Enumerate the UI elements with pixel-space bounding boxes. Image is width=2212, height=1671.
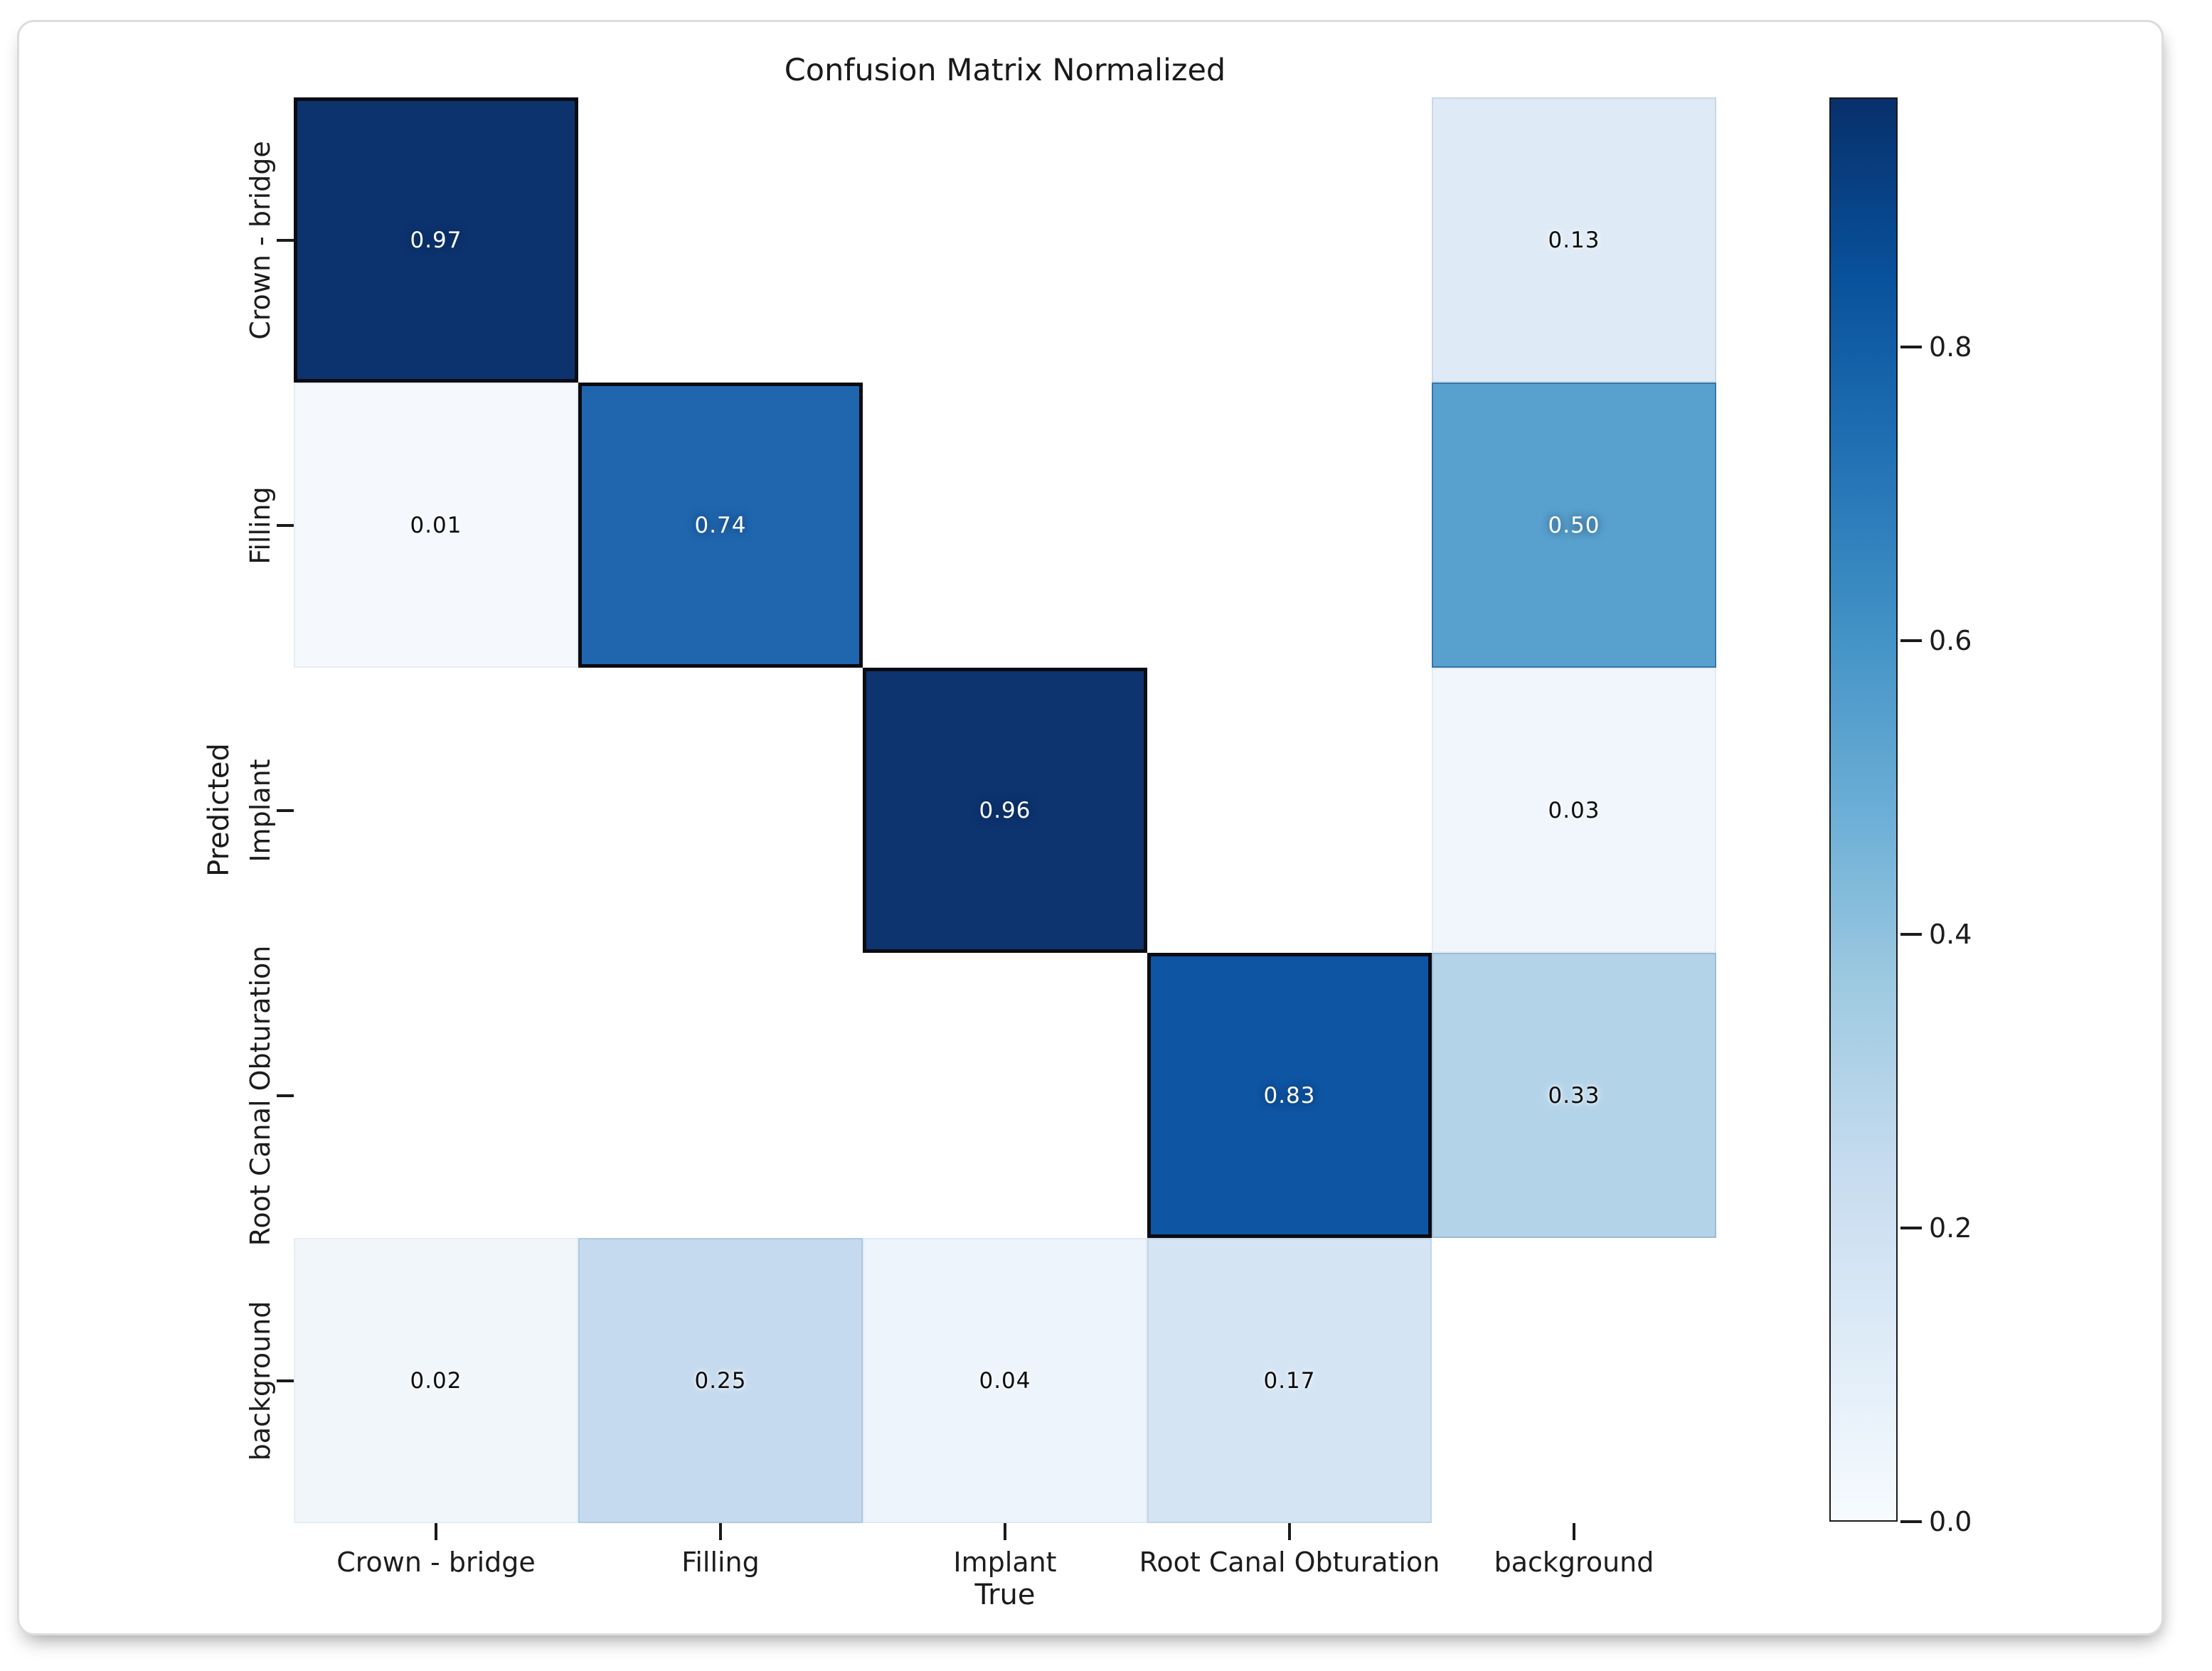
cell-value-label: 0.02 xyxy=(410,1367,462,1394)
x-tick-mark xyxy=(1288,1523,1291,1540)
heatmap-cell: 0.33 xyxy=(1432,953,1716,1238)
x-tick-mark xyxy=(435,1523,437,1540)
y-tick-mark xyxy=(277,238,294,242)
cell-value-label: 0.25 xyxy=(694,1367,747,1394)
heatmap-cell: 0.04 xyxy=(863,1238,1147,1523)
x-tick-mark xyxy=(1573,1523,1575,1540)
y-tick-mark xyxy=(277,808,294,812)
x-axis-title: True xyxy=(974,1579,1036,1611)
x-tick-label: Filling xyxy=(681,1547,760,1578)
cell-value-label: 0.96 xyxy=(979,797,1031,823)
y-tick-label: Filling xyxy=(245,486,276,565)
x-tick-mark xyxy=(719,1523,722,1540)
y-tick-label: Implant xyxy=(245,758,276,863)
x-tick-label: Crown - bridge xyxy=(336,1547,536,1578)
cell-value-label: 0.74 xyxy=(694,512,747,538)
cell-value-label: 0.97 xyxy=(410,227,462,253)
heatmap-cell: 0.03 xyxy=(1432,668,1716,953)
colorbar-tick-label: 0.8 xyxy=(1929,331,1972,363)
cell-value-label: 0.01 xyxy=(410,512,462,538)
colorbar-tick-mark xyxy=(1900,1520,1922,1523)
colorbar-tick-label: 0.4 xyxy=(1929,919,1972,951)
y-tick-mark xyxy=(277,1094,294,1097)
x-tick-label: Implant xyxy=(953,1547,1057,1578)
cell-value-label: 0.13 xyxy=(1548,227,1600,253)
cell-value-label: 0.17 xyxy=(1263,1367,1316,1394)
heatmap-cell: 0.13 xyxy=(1432,97,1716,383)
y-tick-mark xyxy=(277,1379,294,1382)
colorbar-tick-label: 0.6 xyxy=(1929,625,1972,657)
cell-value-label: 0.83 xyxy=(1263,1082,1316,1109)
colorbar xyxy=(1829,97,1898,1522)
heatmap-cell: 0.02 xyxy=(294,1238,578,1523)
y-tick-mark xyxy=(277,523,294,527)
x-tick-label: background xyxy=(1494,1547,1654,1578)
heatmap-cell: 0.25 xyxy=(578,1238,863,1523)
y-tick-label: Crown - bridge xyxy=(245,140,276,340)
cell-value-label: 0.03 xyxy=(1548,797,1600,823)
colorbar-tick-mark xyxy=(1900,346,1922,349)
heatmap-cell: 0.97 xyxy=(294,97,578,383)
heatmap-cell: 0.83 xyxy=(1147,953,1432,1238)
heatmap-cell: 0.50 xyxy=(1432,383,1716,668)
colorbar-tick-mark xyxy=(1900,639,1922,643)
x-tick-mark xyxy=(1004,1523,1006,1540)
colorbar-tick-mark xyxy=(1900,933,1922,936)
heatmap-grid: 0.97 0.13 0.01 0.74 0.50 0.96 0.03 0.83 0.33 0.02… xyxy=(245,97,1716,1578)
x-tick-label: Root Canal Obturation xyxy=(1139,1547,1440,1578)
colorbar-tick-mark xyxy=(1900,1227,1922,1229)
cell-value-label: 0.33 xyxy=(1548,1082,1600,1109)
cell-value-label: 0.04 xyxy=(979,1367,1031,1394)
y-tick-label: background xyxy=(245,1301,276,1461)
heatmap-cell: 0.96 xyxy=(863,668,1147,953)
colorbar-tick-label: 0.0 xyxy=(1929,1506,1972,1537)
plot-title: Confusion Matrix Normalized xyxy=(784,53,1226,88)
heatmap-cell: 0.74 xyxy=(578,383,863,668)
cell-value-label: 0.50 xyxy=(1548,512,1600,538)
heatmap-cell: 0.17 xyxy=(1147,1238,1432,1523)
y-tick-label: Root Canal Obturation xyxy=(245,945,276,1246)
heatmap-cell: 0.01 xyxy=(294,383,578,668)
colorbar-tick-label: 0.2 xyxy=(1929,1212,1972,1244)
y-axis-title: Predicted xyxy=(203,743,235,877)
